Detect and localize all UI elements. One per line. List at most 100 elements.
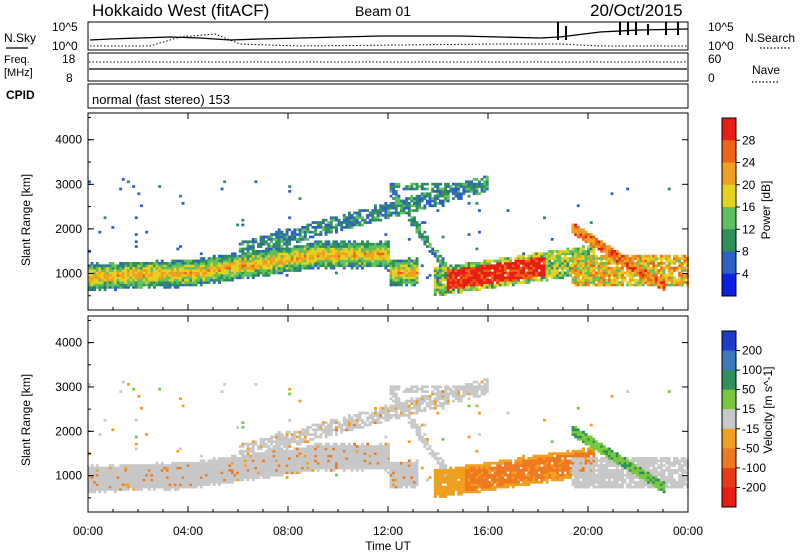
power-cell <box>132 281 135 284</box>
velocity-cell <box>132 483 135 486</box>
velocity-cell <box>371 455 374 458</box>
power-cell <box>577 248 580 251</box>
power-cell <box>267 269 270 272</box>
power-cell <box>369 260 372 263</box>
power-cell <box>530 257 533 260</box>
power-cell <box>465 185 468 188</box>
power-cell <box>252 248 255 251</box>
power-cell <box>465 267 468 270</box>
velocity-cell <box>397 388 400 391</box>
power-cell <box>447 274 450 277</box>
velocity-cell <box>223 471 226 474</box>
power-cell <box>475 276 478 279</box>
power-cell <box>683 255 686 258</box>
power-cell <box>520 274 523 277</box>
velocity-cell <box>299 459 302 462</box>
power-cell <box>299 238 302 241</box>
power-cell <box>670 274 673 277</box>
velocity-cell <box>252 450 255 453</box>
power-cell <box>460 281 463 284</box>
velocity-cell <box>353 452 356 455</box>
velocity-cell <box>330 445 333 448</box>
power-cell <box>153 279 156 282</box>
power-cell <box>218 257 221 260</box>
velocity-cell <box>265 443 268 446</box>
power-cell <box>626 260 629 263</box>
power-cell <box>395 276 398 279</box>
power-cell <box>364 245 367 248</box>
power-cell <box>309 224 312 227</box>
power-cell <box>169 272 172 275</box>
power-cell <box>442 202 445 205</box>
power-cell <box>426 188 429 191</box>
velocity-cell <box>221 390 224 393</box>
velocity-cell <box>286 431 289 434</box>
velocity-cell <box>390 486 393 489</box>
power-cell <box>192 281 195 284</box>
power-cell <box>379 204 382 207</box>
velocity-cell <box>122 479 125 482</box>
power-cell <box>475 269 478 272</box>
velocity-cell <box>351 464 354 467</box>
velocity-cell <box>384 445 387 448</box>
power-cell <box>236 262 239 265</box>
velocity-cell <box>260 445 263 448</box>
power-cell <box>221 262 224 265</box>
power-cell <box>457 185 460 188</box>
power-cell <box>140 276 143 279</box>
power-cell <box>585 284 588 287</box>
power-cell <box>621 269 624 272</box>
power-cell <box>325 262 328 265</box>
velocity-cell <box>228 474 231 477</box>
power-cell <box>650 262 653 265</box>
power-cell <box>213 257 216 260</box>
power-cell <box>192 272 195 275</box>
power-cell <box>218 276 221 279</box>
power-cell <box>176 248 179 251</box>
velocity-cell <box>236 457 239 460</box>
velocity-cell <box>390 464 393 467</box>
power-cell <box>434 267 437 270</box>
power-cell <box>345 221 348 224</box>
velocity-cell <box>301 459 304 462</box>
power-cell <box>475 183 478 186</box>
velocity-cell <box>356 450 359 453</box>
velocity-cell <box>192 471 195 474</box>
power-cell <box>109 276 112 279</box>
velocity-cell <box>291 436 294 439</box>
power-cell <box>663 286 666 289</box>
velocity-cell <box>353 462 356 465</box>
power-cell <box>322 260 325 263</box>
power-cell <box>561 250 564 253</box>
power-cell <box>613 260 616 263</box>
power-cell <box>200 279 203 282</box>
velocity-cell <box>392 471 395 474</box>
velocity-heatmap <box>88 378 689 498</box>
velocity-cell <box>288 471 291 474</box>
velocity-cell <box>91 467 94 470</box>
power-cell <box>332 262 335 265</box>
power-cell <box>306 228 309 231</box>
power-cell <box>434 284 437 287</box>
power-cell <box>577 279 580 282</box>
velocity-cell <box>202 467 205 470</box>
power-cell <box>468 188 471 191</box>
velocity-cell <box>104 481 107 484</box>
velocity-cell <box>148 474 151 477</box>
power-cell <box>665 281 668 284</box>
velocity-cell <box>189 479 192 482</box>
velocity-cell <box>280 469 283 472</box>
velocity-cell <box>252 459 255 462</box>
power-cell <box>179 262 182 265</box>
power-cell <box>634 272 637 275</box>
velocity-cell <box>132 467 135 470</box>
velocity-cell <box>382 459 385 462</box>
power-cell <box>156 269 159 272</box>
velocity-cell <box>140 483 143 486</box>
power-cell <box>392 269 395 272</box>
velocity-cell <box>244 455 247 458</box>
velocity-cell <box>249 443 252 446</box>
velocity-cell <box>254 471 257 474</box>
power-cell <box>468 262 471 265</box>
power-cell <box>499 264 502 267</box>
